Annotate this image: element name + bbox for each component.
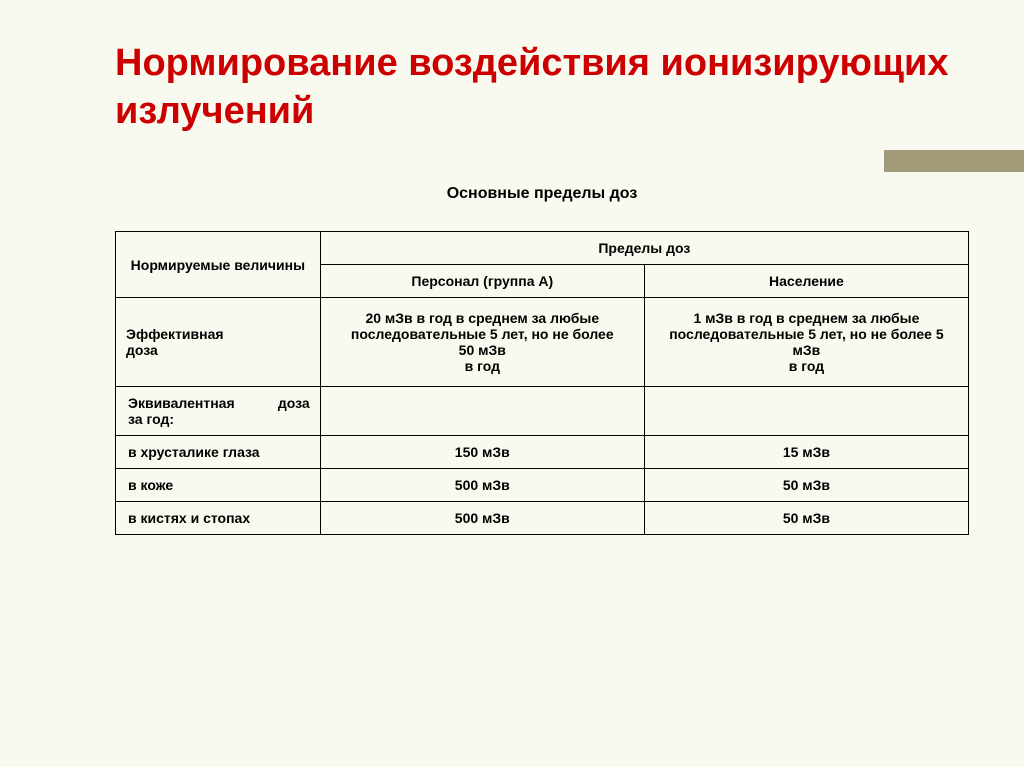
skin-personnel: 500 мЗв: [320, 469, 644, 502]
skin-population: 50 мЗв: [644, 469, 968, 502]
row-lens: в хрусталике глаза 150 мЗв 15 мЗв: [116, 436, 969, 469]
effective-personnel: 20 мЗв в год в среднем за любые последов…: [320, 298, 644, 387]
effective-label-2: доза: [126, 342, 310, 358]
header-normed-values: Нормируемые величины: [116, 232, 321, 298]
dose-limits-table: Нормируемые величины Пределы доз Персона…: [115, 231, 969, 535]
header-dose-limits: Пределы доз: [320, 232, 968, 265]
equiv-label-line2: за год:: [128, 411, 310, 427]
hands-label: в кистях и стопах: [116, 502, 321, 535]
hands-population: 50 мЗв: [644, 502, 968, 535]
row-hands: в кистях и стопах 500 мЗв 50 мЗв: [116, 502, 969, 535]
accent-bar: [884, 150, 1024, 172]
skin-label: в коже: [116, 469, 321, 502]
lens-personnel: 150 мЗв: [320, 436, 644, 469]
effective-label-1: Эффективная: [126, 326, 310, 342]
effective-population: 1 мЗв в год в среднем за любые последова…: [644, 298, 968, 387]
row-effective-dose: Эффективная доза 20 мЗв в год в среднем …: [116, 298, 969, 387]
slide-content: Нормирование воздействия ионизирующих из…: [0, 0, 1024, 535]
equiv-label-right: доза: [278, 395, 310, 411]
lens-label: в хрусталике глаза: [116, 436, 321, 469]
table-caption: Основные пределы доз: [115, 185, 969, 203]
lens-population: 15 мЗв: [644, 436, 968, 469]
hands-personnel: 500 мЗв: [320, 502, 644, 535]
equiv-label-left: Эквивалентная: [128, 395, 235, 411]
row-skin: в коже 500 мЗв 50 мЗв: [116, 469, 969, 502]
equiv-personnel-empty: [320, 387, 644, 436]
equiv-population-empty: [644, 387, 968, 436]
header-personnel: Персонал (группа А): [320, 265, 644, 298]
row-equivalent-header: Эквивалентная доза за год:: [116, 387, 969, 436]
slide-title: Нормирование воздействия ионизирующих из…: [115, 40, 969, 135]
header-population: Население: [644, 265, 968, 298]
